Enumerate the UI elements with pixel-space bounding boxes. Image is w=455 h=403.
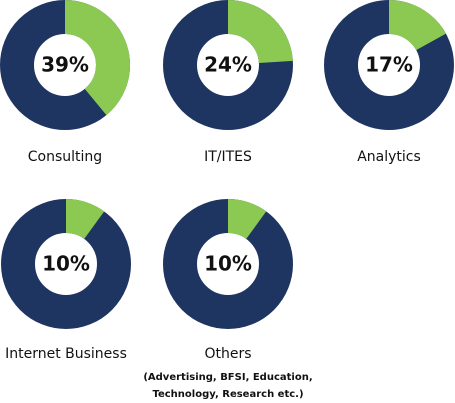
chart-title: Others bbox=[204, 346, 251, 362]
value-label: 10% bbox=[42, 252, 90, 276]
donut-segment bbox=[389, 0, 446, 51]
chart-subtitle: Technology, Research etc.) bbox=[152, 389, 303, 400]
value-label: 24% bbox=[204, 53, 252, 77]
chart-title: Internet Business bbox=[5, 346, 127, 362]
donut-segment bbox=[228, 0, 293, 64]
chart-title: IT/ITES bbox=[204, 149, 252, 165]
value-label: 39% bbox=[41, 53, 89, 77]
chart-title: Consulting bbox=[28, 149, 102, 165]
value-label: 10% bbox=[204, 252, 252, 276]
donut-segment bbox=[65, 0, 130, 116]
donut-segment bbox=[66, 199, 105, 239]
donut-segment bbox=[228, 199, 267, 239]
chart-title: Analytics bbox=[357, 149, 421, 165]
chart-subtitle: (Advertising, BFSI, Education, bbox=[143, 372, 312, 383]
value-label: 17% bbox=[365, 53, 413, 77]
